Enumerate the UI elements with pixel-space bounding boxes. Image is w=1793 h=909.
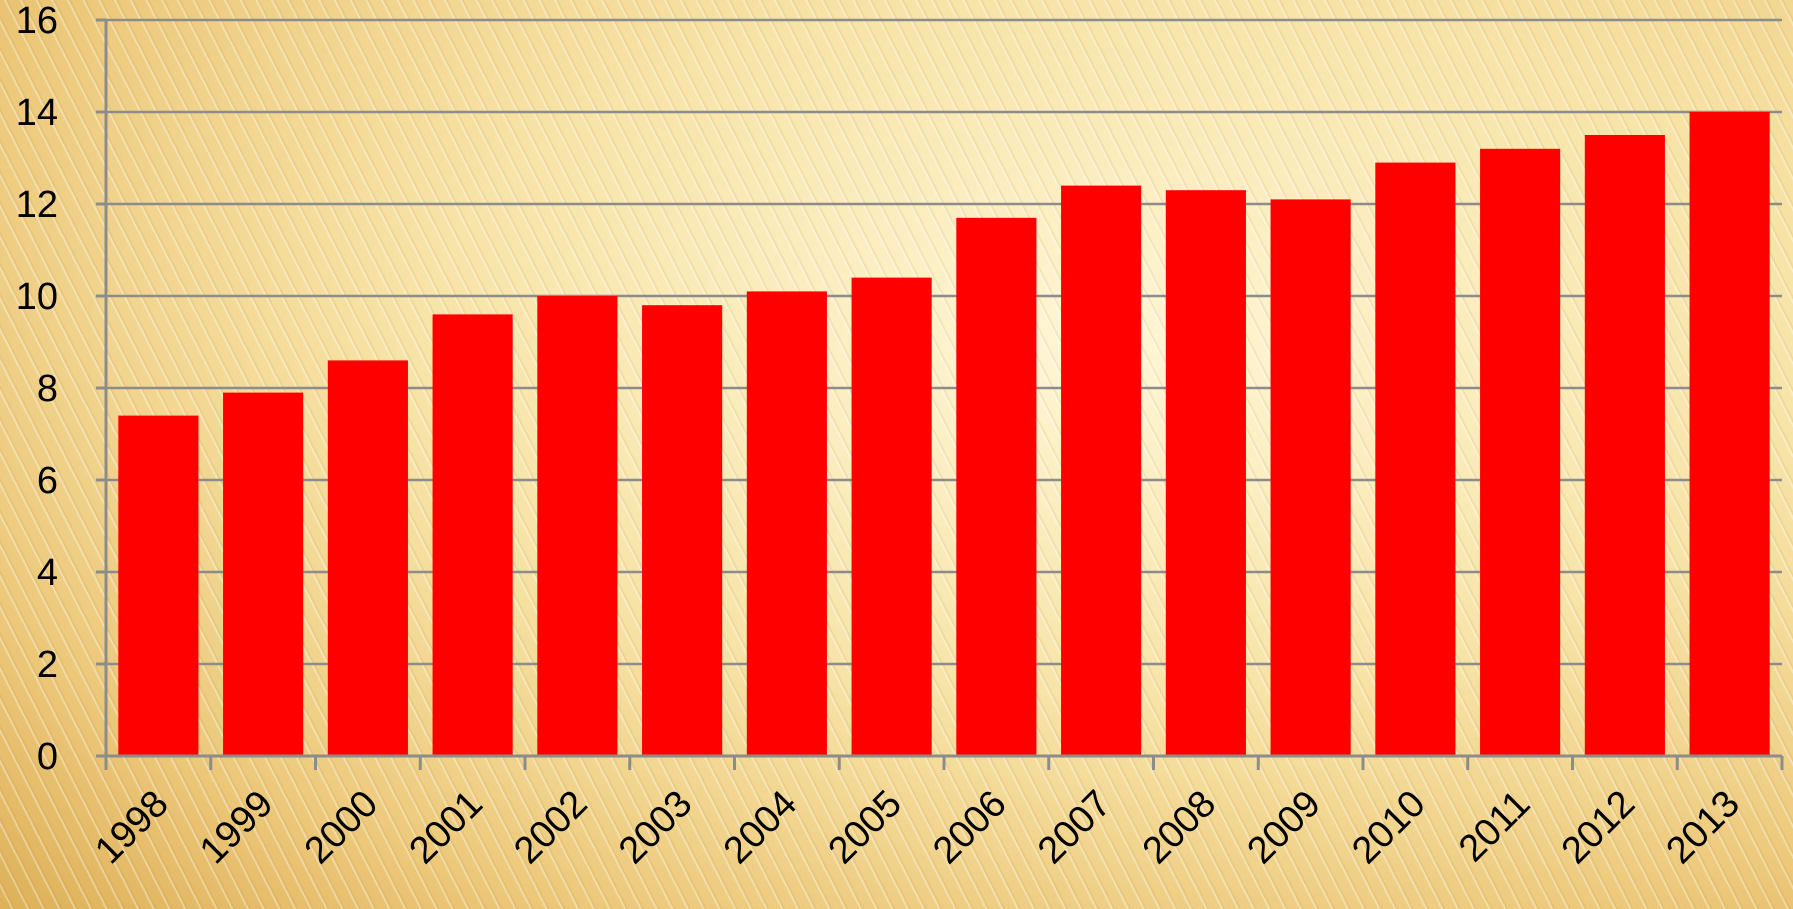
- y-tick-label: 4: [37, 552, 58, 594]
- bar-2013: [1689, 112, 1770, 756]
- x-tick-label: 2004: [716, 783, 805, 872]
- x-tick-label: 2006: [925, 783, 1014, 872]
- y-tick-label: 12: [16, 184, 58, 226]
- x-tick-label: 2011: [1451, 783, 1538, 870]
- x-tick-label: 2007: [1030, 783, 1119, 872]
- bar-2011: [1480, 148, 1561, 757]
- bar-2006: [956, 217, 1037, 757]
- x-tick-label: 2009: [1240, 783, 1329, 872]
- bar-2002: [537, 296, 618, 756]
- y-tick-label: 10: [16, 276, 58, 318]
- x-tick-label: 2001: [402, 783, 491, 872]
- bar-1999: [223, 392, 304, 756]
- bar-2004: [746, 291, 827, 756]
- x-tick-label: 1999: [192, 783, 281, 872]
- x-tick-labels: 1998 1999 2000 2001 2002 2003 2004 2005 2006 2007…: [87, 783, 1748, 872]
- bar-2001: [432, 314, 513, 756]
- x-tick-label: 2008: [1135, 783, 1224, 872]
- x-tick-label: 2002: [506, 783, 595, 872]
- bar-2010: [1375, 162, 1456, 757]
- y-tick-label: 2: [37, 644, 58, 686]
- y-tick-label: 8: [37, 368, 58, 410]
- y-tick-label: 16: [16, 0, 58, 42]
- x-tick-label: 2010: [1344, 783, 1433, 872]
- x-tick-label: 2012: [1554, 783, 1643, 872]
- bar-2009: [1270, 199, 1351, 756]
- y-tick-label: 0: [37, 736, 58, 778]
- bars: [118, 112, 1770, 757]
- bar-2003: [642, 305, 723, 756]
- y-tick-label: 14: [16, 92, 58, 134]
- x-tick-label: 2013: [1659, 783, 1748, 872]
- bar-1998: [118, 415, 199, 756]
- x-tick-label: 2005: [821, 783, 910, 872]
- y-tick-label: 6: [37, 460, 58, 502]
- x-tick-label: 2000: [297, 783, 386, 872]
- bar-2007: [1061, 185, 1142, 757]
- x-tick-label: 1998: [87, 783, 176, 872]
- bar-2000: [327, 360, 408, 756]
- y-tick-labels: 0 2 4 6 8 10 12 14 16: [16, 0, 58, 778]
- x-tick-label: 2003: [611, 783, 700, 872]
- bar-2012: [1584, 135, 1665, 756]
- bar-2008: [1165, 190, 1246, 756]
- bar-2005: [851, 277, 932, 756]
- axes: [96, 18, 1784, 770]
